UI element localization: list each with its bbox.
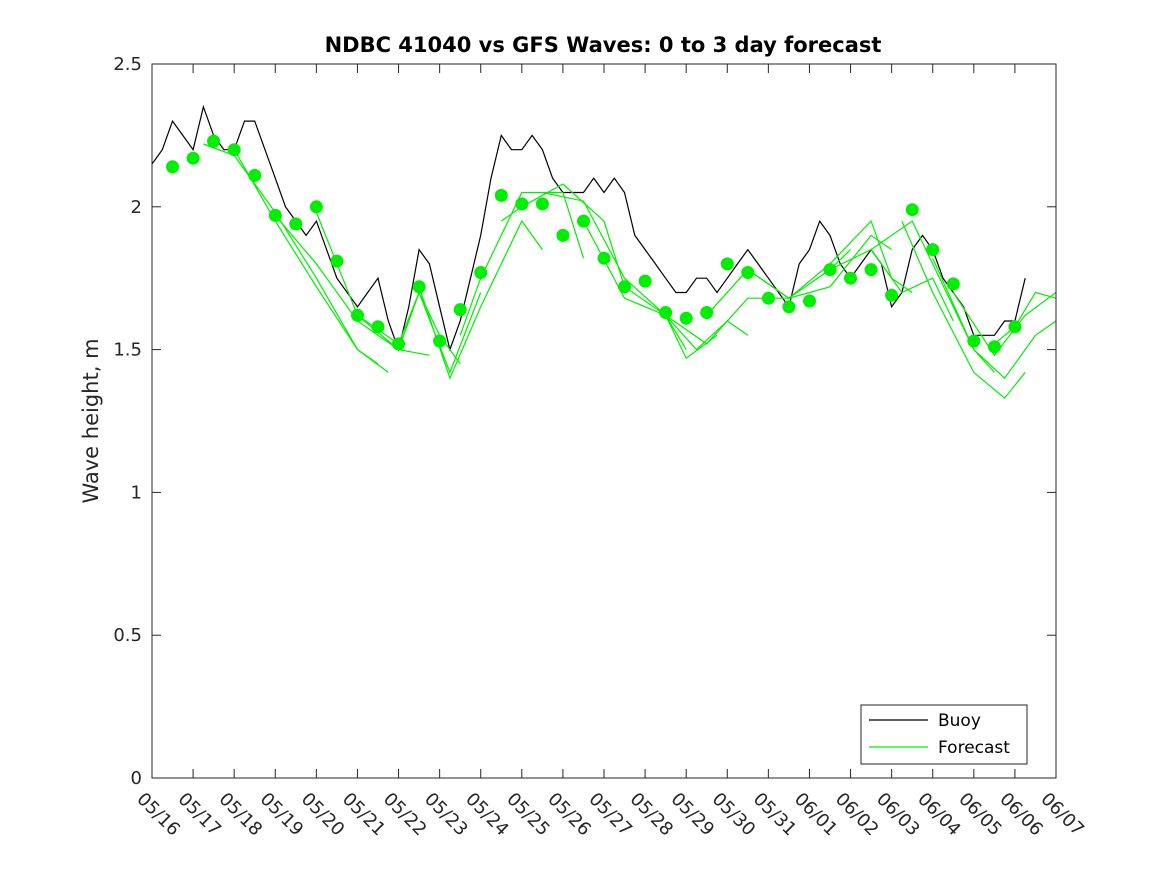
x-tick-label: 06/05 [954, 789, 1006, 841]
x-tick-label: 05/18 [215, 789, 267, 841]
forecast-point-marker [946, 277, 960, 291]
forecast-point-marker [864, 263, 878, 277]
forecast-point-marker [494, 188, 508, 202]
series-forecast-line-1 [233, 149, 389, 373]
forecast-point-marker [618, 280, 631, 294]
series-forecast-line-16 [870, 220, 995, 373]
forecast-point-marker [700, 306, 714, 319]
series-forecast-line-10 [624, 286, 749, 351]
forecast-point-marker [227, 143, 241, 157]
x-tick-label: 05/24 [461, 789, 513, 841]
legend: Buoy Forecast [860, 704, 1028, 765]
series-forecast-line-6 [459, 191, 585, 336]
series-buoy-line [152, 104, 1026, 352]
series-forecast-line-2 [274, 215, 430, 356]
series-forecast-line-8 [542, 191, 687, 350]
x-tick-label: 05/30 [708, 789, 760, 841]
forecast-point-marker [515, 197, 529, 211]
forecast-point-marker [577, 214, 590, 228]
x-tick-label: 06/04 [913, 789, 965, 841]
legend-label-buoy: Buoy [938, 711, 981, 731]
series-forecast-line-7 [500, 183, 626, 287]
forecast-point-marker [926, 243, 940, 257]
x-tick-label: 05/21 [338, 789, 390, 841]
x-tick-label: 06/03 [872, 789, 924, 841]
forecast-point-marker [597, 251, 611, 265]
series-forecast-line-18 [932, 257, 1056, 380]
x-tick-label: 05/29 [667, 789, 719, 841]
forecast-point-marker [823, 263, 837, 277]
forecast-point-marker [905, 203, 919, 217]
series-forecast-line-0 [203, 143, 379, 365]
y-tick-label: 1.5 [113, 340, 142, 361]
forecast-point-marker [782, 300, 796, 314]
forecast-point-marker [659, 306, 673, 319]
x-tick-label: 05/25 [502, 789, 554, 841]
forecast-point-marker [987, 340, 1001, 354]
forecast-point-marker [761, 291, 775, 305]
y-tick-label: 2.5 [113, 54, 142, 75]
series-forecast-line-20 [994, 291, 1056, 345]
forecast-point-marker [720, 257, 734, 271]
forecast-point-marker [741, 266, 755, 279]
chart-title: NDBC 41040 vs GFS Waves: 0 to 3 day fore… [325, 33, 882, 57]
series-forecast-line-14 [788, 219, 913, 299]
y-tick-label: 0 [131, 768, 142, 789]
forecast-point-marker [371, 320, 385, 334]
forecast-point-marker [453, 303, 467, 317]
forecast-point-marker [351, 308, 364, 322]
x-tick-label: 05/20 [297, 789, 349, 841]
forecast-point-marker [289, 217, 303, 231]
legend-label-forecast: Forecast [938, 738, 1010, 758]
forecast-point-marker [412, 280, 426, 294]
x-tick-label: 05/26 [543, 789, 595, 841]
forecast-point-marker [166, 160, 179, 174]
x-tick-label: 06/02 [831, 789, 883, 841]
forecast-point-marker [638, 274, 652, 288]
x-tick-label: 05/28 [626, 789, 678, 841]
y-tick-label: 1 [131, 482, 142, 503]
x-tick-label: 05/22 [379, 789, 431, 841]
forecast-point-marker [186, 151, 200, 165]
forecast-point-marker [556, 228, 570, 242]
forecast-point-marker [967, 334, 981, 348]
forecast-point-marker [885, 288, 899, 302]
forecast-point-marker [248, 168, 262, 182]
series-forecast-line-15 [829, 248, 954, 322]
forecast-point-marker [433, 334, 447, 348]
series-layer [152, 104, 1056, 400]
forecast-point-marker [268, 208, 282, 222]
x-tick-label: 06/01 [790, 789, 842, 841]
forecast-point-marker [803, 294, 816, 308]
forecast-point-marker [392, 337, 405, 351]
x-tick-label: 05/19 [256, 789, 308, 841]
x-tick-label: 05/16 [132, 789, 184, 841]
y-tick-label: 2 [131, 197, 142, 218]
forecast-point-marker [1008, 320, 1022, 334]
x-tick-label: 05/31 [749, 789, 801, 841]
forecast-point-marker [309, 200, 323, 214]
series-forecast-line-19 [952, 292, 1056, 357]
forecast-point-marker [474, 266, 488, 279]
x-tick-label: 06/07 [1036, 789, 1088, 841]
x-tick-label: 05/27 [584, 789, 636, 841]
plot-frame [151, 63, 1057, 779]
forecast-point-marker [679, 311, 693, 325]
forecast-point-marker [207, 134, 221, 148]
forecast-point-marker [535, 197, 549, 211]
series-forecast-line-5 [418, 219, 543, 380]
y-tick-label: 0.5 [113, 625, 142, 646]
x-tick-label: 05/17 [174, 789, 226, 841]
legend-box [860, 704, 1028, 765]
x-tick-label: 06/06 [995, 789, 1047, 841]
forecast-point-marker [844, 271, 857, 285]
forecast-point-marker [330, 254, 344, 268]
y-axis-label: Wave height, m [79, 338, 103, 503]
markers-layer [166, 134, 1022, 354]
x-tick-label: 05/23 [420, 789, 472, 841]
series-forecast-line-17 [901, 220, 1026, 400]
